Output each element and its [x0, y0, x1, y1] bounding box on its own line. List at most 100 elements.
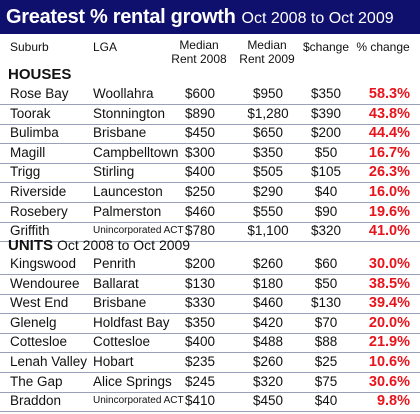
table-row: Glenelg Holdfast Bay $350 $420 $70 20.0%: [0, 313, 420, 334]
rent-2008-cell: $330: [184, 295, 216, 311]
suburb-cell: Rosebery: [10, 203, 68, 219]
rent-2009-cell: $260: [252, 354, 284, 369]
table-row: Cottesloe Cottesloe $400 $488 $88 21.9%: [0, 332, 420, 354]
lga-cell: Unincorporated ACT: [93, 395, 184, 407]
pct-change-cell: 30.6%: [368, 373, 410, 390]
rent-2009-cell: $180: [252, 275, 284, 291]
column-header-lga: LGA: [93, 40, 118, 54]
rent-2008-cell: $890: [184, 105, 216, 121]
pct-change-cell: 19.6%: [368, 203, 410, 220]
rent-2009-cell: $420: [252, 314, 284, 330]
lga-cell: Stirling: [93, 164, 135, 180]
table-row: West End Brisbane $330 $460 $130 39.4%: [0, 293, 420, 315]
rent-2009-cell: $450: [252, 393, 284, 409]
pct-change-cell: 44.4%: [368, 125, 410, 142]
table-row: Rose Bay Woollahra $600 $950 $350 58.3%: [0, 84, 420, 105]
rent-2008-cell: $450: [184, 125, 216, 141]
pct-change-cell: 20.0%: [368, 314, 410, 331]
rent-2009-cell: $550: [252, 203, 284, 219]
rent-2008-cell: $300: [184, 144, 216, 160]
suburb-cell: Cottesloe: [10, 334, 68, 350]
table-row: Magill Campbelltown $300 $350 $50 16.7%: [0, 143, 420, 164]
suburb-cell: Riverside: [10, 184, 67, 199]
lga-cell: Stonnington: [93, 105, 166, 121]
rent-2009-cell: $1,280: [247, 105, 289, 121]
suburb-cell: West End: [10, 295, 69, 311]
pct-change-cell: 38.5%: [368, 275, 410, 292]
section-units-label: UNITS: [8, 237, 53, 254]
column-header-change: $change: [302, 40, 350, 54]
pct-change-cell: 9.8%: [376, 393, 410, 410]
change-cell: $50: [314, 275, 338, 291]
change-cell: $90: [314, 203, 338, 219]
table-row: Griffith Unincorporated ACT $780 $1,100 $320…: [0, 221, 420, 243]
rent-2009-cell: $650: [252, 125, 284, 141]
lga-cell: Campbelltown: [93, 144, 179, 160]
table-row: Braddon Unincorporated ACT $410 $450 $40 9.8%: [0, 391, 420, 413]
title-bar: Greatest % rental growth Oct 2008 to Oct…: [0, 0, 420, 34]
lga-cell: Brisbane: [93, 295, 147, 311]
column-header-pct-change: % change: [356, 40, 410, 54]
table-row: Kingswood Penrith $200 $260 $60 30.0%: [0, 254, 420, 275]
rent-2008-cell: $410: [184, 393, 216, 409]
rent-2008-cell: $400: [184, 164, 216, 180]
rent-2009-cell: $320: [252, 373, 284, 389]
pct-change-cell: 21.9%: [368, 334, 410, 351]
change-cell: $40: [314, 393, 338, 409]
rent-2009-cell: $290: [252, 184, 284, 199]
change-cell: $130: [310, 295, 342, 311]
rent-2009-cell: $950: [252, 86, 284, 101]
page-title: Greatest % rental growth: [6, 6, 236, 28]
lga-cell: Cottesloe: [93, 334, 151, 350]
lga-cell: Launceston: [93, 184, 163, 199]
rent-2009-cell: $460: [252, 295, 284, 311]
section-houses-label: HOUSES: [8, 66, 72, 83]
change-cell: $25: [314, 354, 338, 369]
rent-2008-cell: $400: [184, 334, 216, 350]
page-subtitle: Oct 2008 to Oct 2009: [241, 10, 394, 27]
rent-2008-cell: $460: [184, 203, 216, 219]
change-cell: $40: [314, 184, 338, 199]
lga-cell: Holdfast Bay: [93, 314, 170, 330]
table-row: Bulimba Brisbane $450 $650 $200 44.4%: [0, 123, 420, 145]
suburb-cell: Toorak: [10, 105, 51, 121]
change-cell: $320: [310, 223, 342, 239]
pct-change-cell: 58.3%: [368, 86, 410, 102]
change-cell: $88: [314, 334, 338, 350]
suburb-cell: Magill: [10, 144, 46, 160]
table-row: Riverside Launceston $250 $290 $40 16.0%: [0, 182, 420, 203]
rent-2009-cell: $350: [252, 144, 284, 160]
lga-cell: Unincorporated ACT: [93, 225, 184, 237]
table-row: Trigg Stirling $400 $505 $105 26.3%: [0, 162, 420, 184]
suburb-cell: Griffith: [10, 223, 50, 239]
section-units: UNITS Oct 2008 to Oct 2009: [8, 237, 190, 254]
change-cell: $350: [310, 86, 342, 101]
lga-cell: Palmerston: [93, 203, 162, 219]
change-cell: $70: [314, 314, 338, 330]
change-cell: $75: [314, 373, 338, 389]
rent-2008-cell: $235: [184, 354, 216, 369]
table-row: The Gap Alice Springs $245 $320 $75 30.6%: [0, 372, 420, 393]
suburb-cell: Lenah Valley: [10, 354, 88, 369]
rent-2008-cell: $600: [184, 86, 216, 101]
rent-2008-cell: $130: [184, 275, 216, 291]
lga-cell: Alice Springs: [93, 373, 172, 389]
table-row: Lenah Valley Hobart $235 $260 $25 10.6%: [0, 352, 420, 373]
change-cell: $200: [310, 125, 342, 141]
rent-2008-cell: $350: [184, 314, 216, 330]
pct-change-cell: 30.0%: [368, 256, 410, 272]
rent-2009-cell: $260: [252, 256, 284, 271]
pct-change-cell: 10.6%: [368, 354, 410, 370]
column-header-rent-2009: Median Rent 2009: [239, 38, 295, 66]
change-cell: $50: [314, 144, 338, 160]
change-cell: $390: [310, 105, 342, 121]
pct-change-cell: 26.3%: [368, 164, 410, 181]
suburb-cell: The Gap: [10, 373, 63, 389]
rent-2008-cell: $780: [184, 223, 216, 239]
suburb-cell: Glenelg: [10, 314, 57, 330]
rent-2008-cell: $245: [184, 373, 216, 389]
rent-2009-cell: $488: [252, 334, 284, 350]
suburb-cell: Trigg: [10, 164, 41, 180]
column-header-rent-2008: Median Rent 2008: [171, 38, 227, 66]
